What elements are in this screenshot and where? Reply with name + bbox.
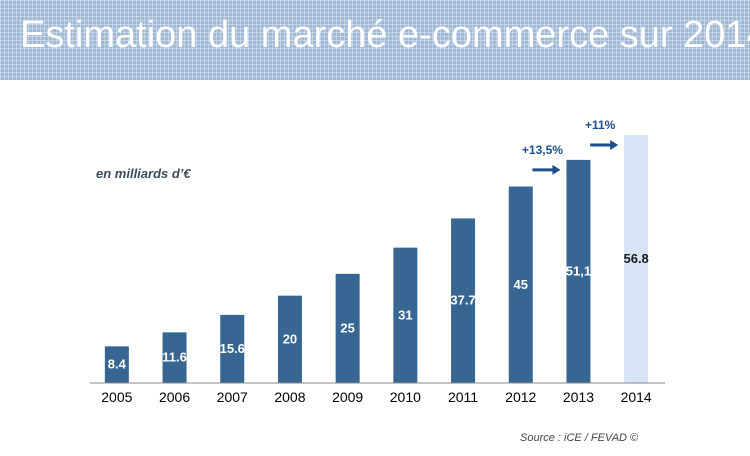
x-tick-label-2012: 2012 bbox=[505, 389, 536, 405]
growth-arrowhead-2014 bbox=[610, 140, 619, 150]
source-note: Source : iCE / FEVAD © bbox=[520, 432, 639, 444]
page-title: Estimation du marché e-commerce sur 2014 bbox=[20, 14, 750, 56]
x-tick-label-2014: 2014 bbox=[621, 389, 652, 405]
bar-2012 bbox=[508, 186, 533, 383]
bar-2011 bbox=[451, 218, 476, 383]
x-tick-label-2011: 2011 bbox=[448, 389, 478, 405]
value-label-2010: 31 bbox=[398, 307, 412, 322]
x-tick-label-2006: 2006 bbox=[159, 389, 190, 405]
x-tick-label-2013: 2013 bbox=[563, 389, 594, 405]
unit-note: en milliards d’€ bbox=[96, 166, 191, 181]
bar-2006 bbox=[162, 332, 187, 383]
growth-label-2013: +13,5% bbox=[522, 143, 563, 157]
value-label-2012: 45 bbox=[514, 277, 528, 292]
bar-2009 bbox=[335, 273, 360, 383]
x-tick-label-2009: 2009 bbox=[332, 389, 363, 405]
growth-arrowhead-2013 bbox=[552, 164, 561, 175]
bar-2014 bbox=[624, 135, 649, 383]
bar-2013 bbox=[566, 159, 591, 383]
bar-2007 bbox=[220, 314, 245, 383]
x-tick-label-2007: 2007 bbox=[217, 389, 248, 405]
value-label-2008: 20 bbox=[283, 331, 297, 346]
bar-2005 bbox=[104, 346, 129, 383]
value-label-2009: 25 bbox=[340, 320, 354, 335]
bar-2010 bbox=[393, 247, 418, 383]
value-label-2013: 51,1 bbox=[566, 263, 591, 278]
title-banner: Estimation du marché e-commerce sur 2014 bbox=[0, 0, 750, 80]
x-tick-label-2005: 2005 bbox=[101, 389, 132, 405]
value-label-2007: 15.6 bbox=[220, 341, 245, 356]
value-label-2011: 37.7 bbox=[450, 293, 475, 308]
bar-2008 bbox=[277, 295, 302, 383]
x-tick-label-2010: 2010 bbox=[390, 389, 421, 405]
growth-label-2014: +11% bbox=[585, 118, 616, 132]
value-label-2005: 8.4 bbox=[108, 357, 127, 372]
x-tick-label-2008: 2008 bbox=[274, 389, 305, 405]
value-label-2006: 11.6 bbox=[162, 350, 187, 365]
value-label-2014: 56.8 bbox=[623, 251, 648, 266]
